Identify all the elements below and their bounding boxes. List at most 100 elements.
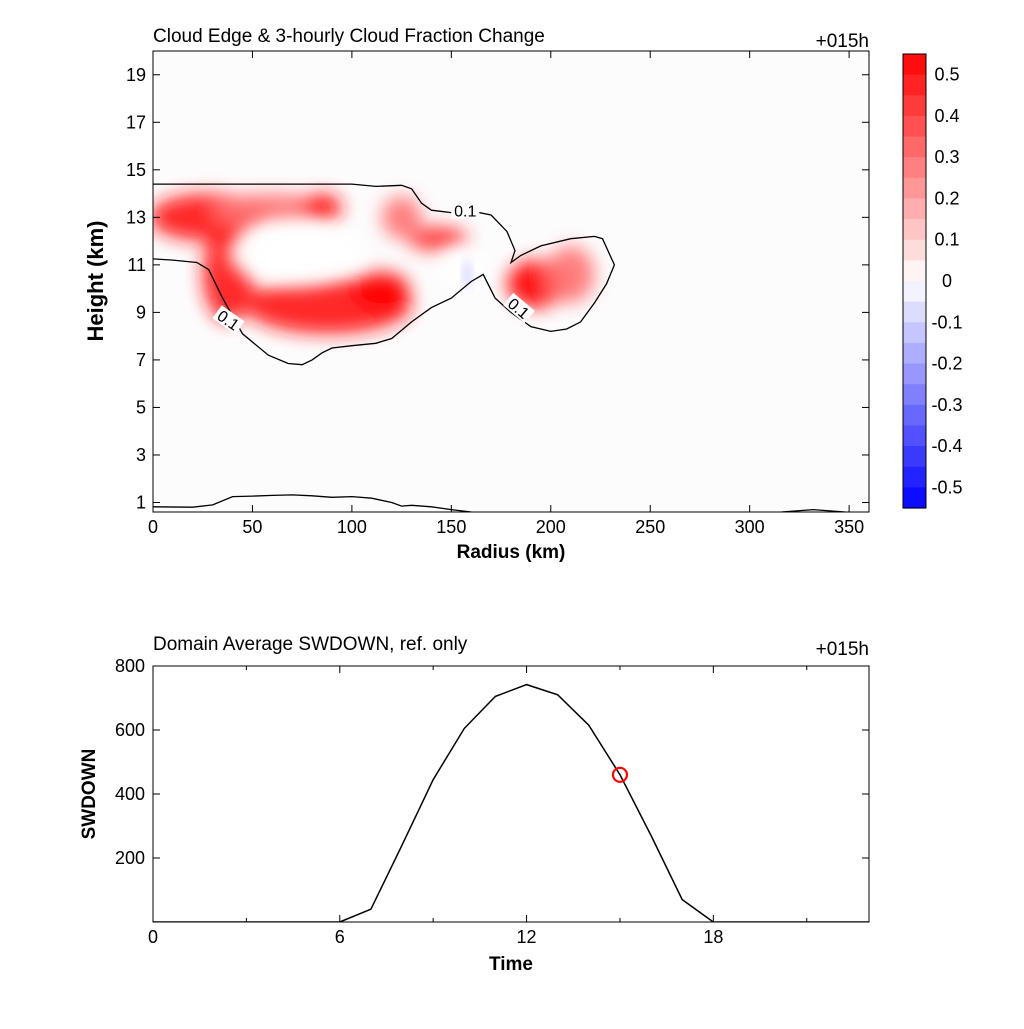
- contour-label-bg: [451, 202, 480, 219]
- colorbar-swatches: [903, 54, 926, 509]
- y-tick-label: 1: [136, 492, 146, 512]
- colorbar-swatch: [903, 136, 926, 158]
- colorbar-swatch: [903, 466, 926, 488]
- colorbar-swatch: [903, 95, 926, 117]
- x-tick-label: 12: [517, 927, 537, 947]
- x-axis-ticks: 0 50 100 150 200 250 300 350: [148, 51, 864, 537]
- y-tick-label: 3: [136, 445, 146, 465]
- colorbar-swatch: [903, 425, 926, 447]
- x-tick-label: 6: [335, 927, 345, 947]
- x-axis-label: Radius (km): [457, 542, 566, 563]
- positive-change-regions: [153, 193, 595, 334]
- positive-change-region: [407, 226, 468, 251]
- colorbar-frame: [902, 53, 927, 509]
- contour-label-bg: [212, 305, 245, 335]
- colorbar-swatch: [903, 384, 926, 406]
- y-tick-label: 400: [115, 784, 145, 804]
- colorbar-swatch: [903, 281, 926, 303]
- colorbar-label: 0: [942, 271, 952, 291]
- colorbar-swatch: [903, 260, 926, 282]
- colorbar-swatch: [903, 446, 926, 468]
- colorbar-swatch: [903, 363, 926, 385]
- colorbar-swatch: [903, 239, 926, 261]
- colorbar-label: 0.4: [934, 106, 959, 126]
- y-tick-label: 15: [126, 160, 146, 180]
- x-axis-ticks: 0 6 12 18: [148, 666, 808, 947]
- x-tick-label: 250: [635, 517, 665, 537]
- contour-label-bg: [503, 292, 535, 324]
- colorbar-swatch: [903, 157, 926, 179]
- y-tick-label: 13: [126, 207, 146, 227]
- colorbar-label: -0.2: [931, 354, 962, 374]
- y-axis-label: SWDOWN: [79, 749, 100, 840]
- colorbar-label: 0.5: [934, 65, 959, 85]
- colorbar-swatch: [903, 198, 926, 220]
- neutral-regions: [228, 219, 486, 289]
- negative-change-regions: [463, 260, 472, 289]
- colorbar-swatch: [903, 487, 926, 509]
- y-tick-label: 11: [127, 255, 146, 275]
- neutral-region: [437, 245, 486, 289]
- colorbar-labels: 0.5 0.4 0.3 0.2 0.1 0 -0.1 -0.2 -0.3 -0.4 -0.5: [931, 65, 962, 498]
- positive-change-region: [546, 245, 595, 303]
- colorbar-label: -0.1: [931, 312, 962, 332]
- y-tick-label: 5: [136, 397, 146, 417]
- x-axis-label: Time: [489, 954, 533, 975]
- colorbar-label: -0.3: [931, 395, 962, 415]
- colorbar-swatch: [903, 322, 926, 344]
- colorbar-swatch: [903, 74, 926, 96]
- current-time-marker: [611, 766, 629, 783]
- x-tick-label: 100: [337, 517, 367, 537]
- chart-title: Domain Average SWDOWN, ref. only: [153, 634, 468, 655]
- positive-change-region: [353, 271, 410, 311]
- y-tick-label: 7: [136, 350, 146, 370]
- colorbar-swatch: [903, 301, 926, 323]
- x-tick-label: 350: [834, 517, 864, 537]
- negative-change-region: [463, 260, 472, 289]
- colorbar-swatch: [903, 54, 926, 76]
- y-tick-label: 17: [126, 112, 146, 132]
- colorbar-swatch: [903, 342, 926, 365]
- x-tick-label: 0: [148, 927, 158, 947]
- y-tick-label: 200: [115, 848, 145, 868]
- y-tick-label: 600: [115, 720, 145, 740]
- colorbar-swatch: [903, 177, 926, 200]
- colorbar-label: 0.1: [934, 230, 959, 250]
- chart-title: Cloud Edge & 3-hourly Cloud Fraction Cha…: [153, 26, 545, 47]
- positive-change-region: [212, 193, 332, 227]
- y-axis-label: Height (km): [83, 221, 108, 342]
- y-tick-label: 800: [115, 656, 145, 676]
- colorbar-label: -0.4: [931, 436, 962, 456]
- plot-frame: [152, 50, 870, 513]
- x-tick-label: 300: [735, 517, 765, 537]
- colorbar-label: 0.2: [934, 188, 959, 208]
- colorbar-swatch: [903, 115, 926, 138]
- cloud-fraction-chart: Cloud Edge & 3-hourly Cloud Fraction Cha…: [83, 26, 963, 563]
- time-label: +015h: [816, 31, 869, 52]
- time-label: +015h: [816, 639, 869, 660]
- x-tick-label: 50: [242, 517, 262, 537]
- positive-change-region: [381, 195, 422, 239]
- shaded-regions: [153, 193, 595, 334]
- x-tick-label: 200: [536, 517, 566, 537]
- neutral-region: [228, 219, 364, 287]
- x-tick-label: 0: [148, 517, 158, 537]
- x-tick-label: 150: [436, 517, 466, 537]
- colorbar: 0.5 0.4 0.3 0.2 0.1 0 -0.1 -0.2 -0.3 -0.4 -0.5: [902, 53, 963, 509]
- contour-labels: 0.10.1 0.1: [212, 202, 535, 335]
- series-line-swdown: [153, 683, 869, 922]
- contour-line-right: [781, 508, 846, 512]
- y-tick-label: 9: [136, 302, 146, 322]
- swdown-chart: Domain Average SWDOWN, ref. only +015h 0…: [79, 634, 870, 975]
- y-axis-ticks: 200 400 600 800: [115, 656, 869, 868]
- positive-change-region: [302, 193, 342, 223]
- x-tick-label: 18: [703, 927, 723, 947]
- colorbar-swatch: [903, 404, 926, 427]
- y-tick-label: 19: [126, 65, 146, 85]
- colorbar-label: -0.5: [931, 477, 962, 497]
- contour-line-bottom: [153, 494, 472, 512]
- colorbar-label: 0.3: [934, 147, 959, 167]
- plot-frame: [152, 665, 870, 923]
